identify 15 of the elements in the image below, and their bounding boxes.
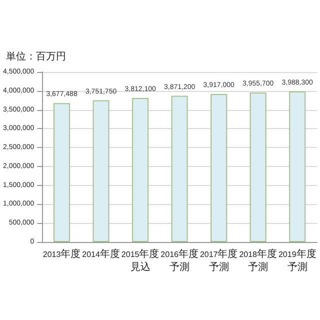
x-tick-label: 2013年度 [42, 248, 81, 260]
bar [171, 96, 188, 242]
x-tick-label: 2017年度予測 [200, 248, 238, 273]
bar [289, 91, 306, 242]
bar [54, 103, 70, 242]
bar [132, 98, 149, 242]
bar [250, 92, 266, 242]
bar [92, 100, 110, 242]
x-tick-label: 2018年度予測 [239, 248, 277, 273]
bar [210, 94, 228, 242]
x-tick-label: 2019年度予測 [278, 248, 316, 273]
y-axis-title: 単位：百万円 [6, 50, 66, 62]
x-tick-label: 2015年度見込 [121, 248, 160, 273]
x-tick-label: 2016年度予測 [160, 248, 198, 273]
x-tick-label: 2014年度 [82, 248, 120, 260]
